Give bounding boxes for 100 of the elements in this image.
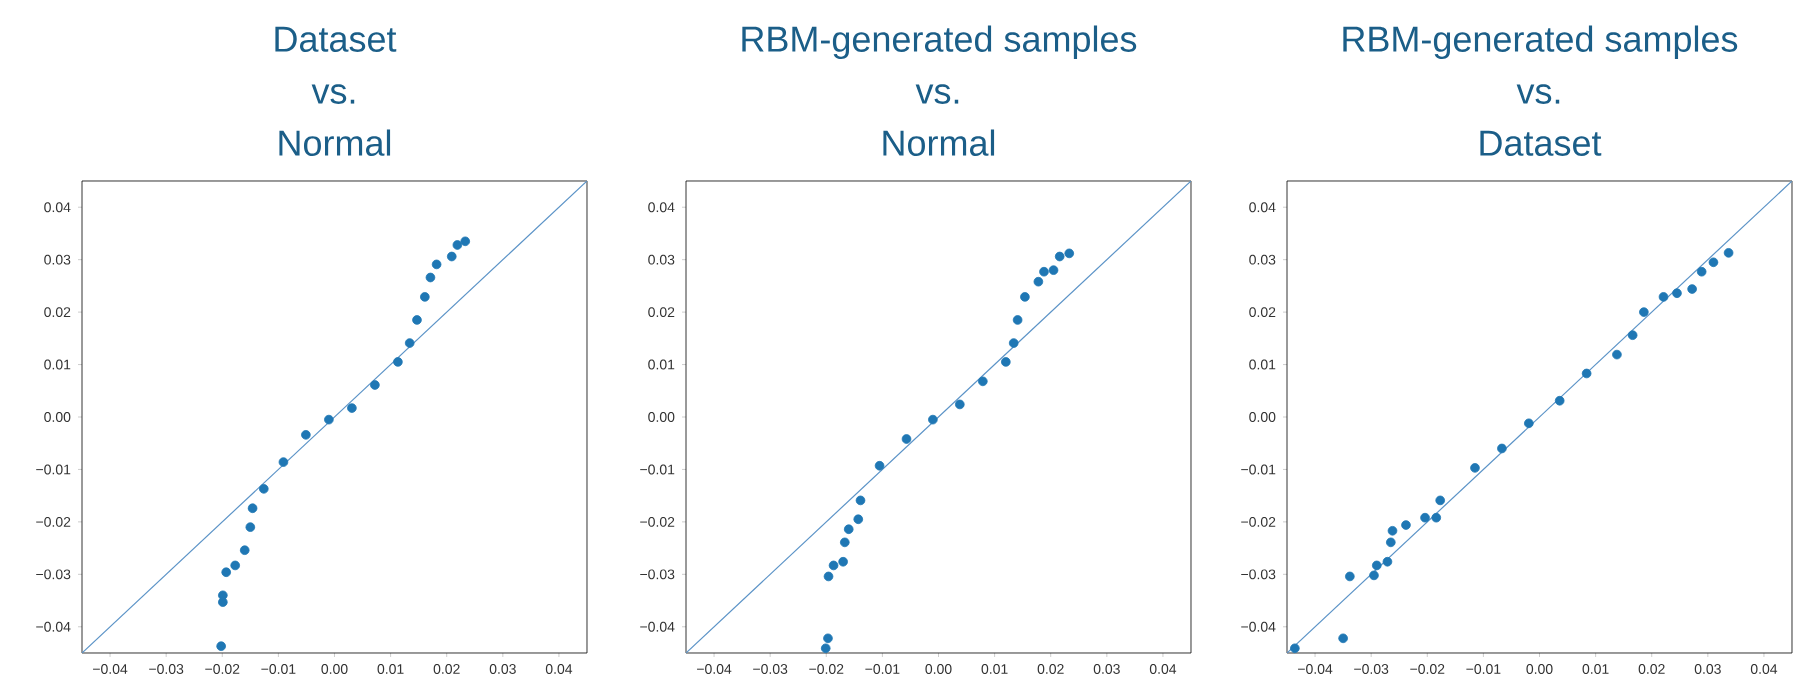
point <box>928 414 938 425</box>
x-tick-label: −0.01 <box>261 664 296 674</box>
y-tick-label: −0.02 <box>1241 516 1276 527</box>
point <box>245 522 256 532</box>
point <box>1687 284 1697 294</box>
point <box>1612 349 1622 360</box>
y-tick-label: −0.01 <box>36 464 71 475</box>
point <box>901 434 912 444</box>
y-tick-label: 0.02 <box>44 307 71 318</box>
point <box>1338 633 1348 644</box>
point <box>370 380 380 390</box>
point <box>1554 395 1565 406</box>
y-tick-label: 0.03 <box>1249 254 1276 265</box>
x-tick-label: 0.00 <box>321 664 348 674</box>
point <box>978 376 988 387</box>
y-tick-label: 0.00 <box>44 412 71 422</box>
x-tick-label: 0.02 <box>1638 664 1665 674</box>
point <box>1371 560 1382 571</box>
point <box>1627 330 1638 340</box>
y-tick-label: −0.02 <box>36 516 71 527</box>
x-tick-label: 0.01 <box>981 664 1008 674</box>
x-tick-label: 0.02 <box>433 664 460 674</box>
y-tick-label: −0.01 <box>640 464 675 475</box>
y-tick-label: −0.03 <box>36 569 71 580</box>
y-tick-label: 0.02 <box>648 307 675 318</box>
y-tick-label: 0.03 <box>44 254 71 265</box>
point <box>1497 443 1507 454</box>
point <box>239 545 250 556</box>
x-tick-label: −0.04 <box>697 664 732 674</box>
point <box>1581 368 1592 379</box>
x-tick-label: −0.02 <box>809 664 844 674</box>
y-tick-label: −0.04 <box>36 621 71 632</box>
y-tick-label: 0.03 <box>648 254 675 265</box>
point <box>1008 338 1019 348</box>
x-tick-label: 0.00 <box>1526 664 1553 674</box>
y-tick-label: −0.01 <box>1241 464 1276 475</box>
point <box>1470 463 1480 473</box>
point <box>347 403 357 413</box>
point <box>259 484 269 494</box>
x-tick-label: −0.03 <box>149 664 184 674</box>
point <box>1386 537 1396 548</box>
y-tick-label: 0.04 <box>44 202 71 213</box>
point <box>838 556 848 567</box>
x-tick-label: −0.04 <box>1298 664 1333 674</box>
x-tick-label: −0.04 <box>93 664 128 674</box>
x-tick-label: −0.03 <box>1354 664 1389 674</box>
point <box>1382 556 1393 567</box>
y-tick-label: 0.01 <box>1249 359 1276 370</box>
chart-title: RBM-generated samples vs. Dataset <box>1343 25 1738 156</box>
point <box>855 495 866 506</box>
y-tick-label: 0.04 <box>648 202 675 213</box>
point <box>221 567 231 578</box>
x-tick-label: 0.01 <box>377 664 404 674</box>
point <box>823 633 833 644</box>
x-tick-label: 0.04 <box>1750 664 1778 674</box>
x-tick-label: −0.02 <box>205 664 240 674</box>
chart-title: Dataset vs. Normal <box>275 26 397 156</box>
point <box>1012 315 1023 325</box>
x-tick-label: 0.03 <box>1093 664 1120 674</box>
point <box>1658 292 1669 302</box>
point <box>301 430 311 440</box>
point <box>1708 257 1719 268</box>
x-tick-label: 0.04 <box>545 664 573 674</box>
y-tick-label: 0.04 <box>1249 202 1276 213</box>
point <box>1387 526 1398 536</box>
point <box>955 399 965 410</box>
point <box>1039 266 1049 277</box>
y-tick-label: 0.01 <box>648 359 675 370</box>
point <box>216 641 226 651</box>
point <box>431 259 442 270</box>
y-tick-label: −0.03 <box>1241 569 1276 580</box>
point <box>1696 266 1707 277</box>
point <box>1369 570 1379 581</box>
x-tick-label: 0.01 <box>1582 664 1609 674</box>
point <box>230 560 240 571</box>
point <box>324 414 334 425</box>
point <box>1639 307 1649 317</box>
y-tick-label: 0.02 <box>1249 307 1276 318</box>
point <box>828 560 839 571</box>
point <box>1033 276 1044 287</box>
y-tick-label: −0.02 <box>640 516 675 527</box>
point <box>425 272 436 283</box>
x-tick-label: 0.03 <box>1694 664 1721 674</box>
point <box>1020 292 1030 302</box>
x-tick-label: −0.02 <box>1410 664 1445 674</box>
point <box>446 251 457 262</box>
x-tick-label: 0.00 <box>925 664 952 674</box>
point <box>278 457 289 467</box>
y-tick-label: −0.03 <box>640 569 675 580</box>
point <box>874 460 885 471</box>
point <box>1524 418 1534 429</box>
point <box>412 315 422 325</box>
point <box>460 236 471 247</box>
point <box>393 357 403 367</box>
point <box>839 537 850 548</box>
point <box>843 524 854 535</box>
point <box>1054 251 1065 262</box>
x-tick-label: 0.03 <box>489 664 516 674</box>
point <box>404 338 415 348</box>
point <box>1672 288 1682 299</box>
